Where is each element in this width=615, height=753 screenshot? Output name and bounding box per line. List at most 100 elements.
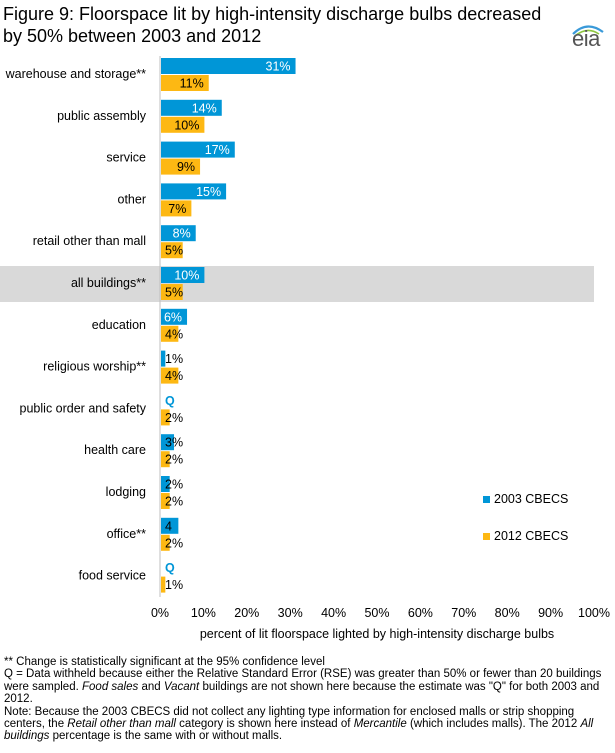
bar-2012 (161, 75, 209, 91)
value-label-2003: 6% (164, 310, 182, 324)
footnote-q-mid: and (141, 680, 161, 693)
legend: 2003 CBECS 2012 CBECS (483, 492, 568, 543)
bar-2003 (161, 350, 166, 367)
value-label-2012: 4% (165, 369, 183, 383)
value-label-2003: 4 (165, 519, 172, 533)
eia-logo: eia (572, 26, 600, 51)
value-label-2003: 8% (173, 227, 191, 241)
category-label: public order and safety (20, 401, 147, 415)
bar-2012 (161, 409, 170, 426)
footnote-note-end: percentage is the same with or without m… (52, 730, 283, 743)
x-tick-label: 100% (578, 606, 610, 620)
legend-label: 2012 CBECS (494, 529, 568, 543)
value-label-2003: 15% (196, 185, 221, 199)
category-label: public assembly (57, 109, 147, 123)
bar-2012 (161, 284, 183, 300)
value-label-2003: 3% (165, 436, 183, 450)
value-label-2003: Q (165, 561, 175, 575)
bar-2003 (161, 434, 175, 451)
value-label-2003: 31% (266, 60, 291, 74)
value-label-2003: 17% (205, 143, 230, 157)
bar-2012 (161, 158, 201, 175)
value-label-2012: 1% (165, 578, 183, 592)
bar-2012 (161, 451, 170, 468)
value-label-2012: 11% (180, 77, 204, 91)
category-label: all buildings** (71, 276, 146, 290)
x-tick-label: 60% (408, 606, 433, 620)
bar-2003 (161, 141, 235, 158)
footnote-note-mid2: (which includes malls). The 2012 (409, 718, 578, 731)
value-label-2012: 7% (168, 202, 186, 216)
bar-2003 (161, 183, 227, 200)
value-label-2012: 2% (165, 536, 183, 550)
bar-2003 (161, 99, 222, 116)
value-label-2012: 4% (165, 327, 183, 341)
category-label: service (106, 151, 146, 165)
bar-2003 (161, 267, 205, 283)
value-label-2012: 10% (174, 118, 199, 132)
footnote-note-italic-c: All buildings (4, 718, 594, 743)
value-label-2012: 2% (165, 411, 183, 425)
bar-2012 (161, 116, 205, 133)
bar-2012 (161, 493, 170, 509)
x-tick-labels-group: 0% 10% 20% 30% 40% 50% 60% 70% 80% 90% 100% (151, 606, 610, 620)
bar-2012 (161, 576, 166, 593)
footnote-note-start: Note: Because the 2003 CBECS did not col… (4, 705, 575, 731)
category-label: education (92, 318, 146, 332)
bar-2003 (161, 517, 179, 534)
footnote-note-italic-b: Mercantile (353, 718, 407, 731)
eia-logo-swoosh-icon (572, 25, 604, 37)
value-label-2012: 2% (165, 495, 183, 509)
value-label-2003: 10% (174, 269, 199, 283)
x-tick-label: 40% (321, 606, 346, 620)
category-label: other (118, 192, 147, 206)
x-tick-label: 30% (278, 606, 303, 620)
value-label-2012: 9% (177, 160, 195, 174)
footnote-q-end: buildings are not shown here because the… (4, 680, 600, 706)
value-label-2012: 5% (165, 286, 183, 300)
bar-2012 (161, 200, 192, 217)
footnote-q-italic-b: Vacant (163, 680, 200, 693)
x-tick-label: 80% (495, 606, 520, 620)
highlight-band (0, 266, 594, 302)
value-label-2003: 1% (165, 352, 183, 366)
legend-label: 2003 CBECS (494, 492, 568, 506)
category-label: food service (79, 569, 146, 583)
category-label: health care (84, 443, 146, 457)
legend-swatch (483, 533, 490, 540)
footnote-q: Q = Data withheld because either the Rel… (4, 668, 612, 705)
value-label-2003: 14% (192, 101, 217, 115)
bar-2012 (161, 534, 170, 551)
x-tick-label: 90% (538, 606, 563, 620)
category-label: office** (107, 527, 147, 541)
footnote-note-italic-a: Retail other than mall (67, 718, 176, 731)
x-tick-label: 10% (191, 606, 216, 620)
bar-2003 (161, 308, 188, 325)
value-label-2003: 2% (165, 478, 183, 492)
footnote-significance: ** Change is statistically significant a… (4, 656, 325, 668)
category-label: retail other than mall (33, 234, 146, 248)
category-label: religious worship** (43, 360, 146, 374)
x-tick-label: 70% (451, 606, 476, 620)
value-label-2003: Q (165, 394, 175, 408)
bars-group (161, 58, 296, 593)
footnotes: ** Change is statistically significant a… (4, 656, 612, 743)
value-label-2012: 5% (165, 244, 183, 258)
category-label: warehouse and storage** (5, 67, 147, 81)
x-tick-label: 50% (364, 606, 389, 620)
bar-chart: 31% 11% 14% 10% 17% 9%15% 7% 8% 5% 10% 5% 6% 4% 1% 4% Q… (0, 56, 610, 641)
bar-2003 (161, 476, 170, 492)
bar-2012 (161, 242, 183, 259)
chart-title: Figure 9: Floorspace lit by high-intensi… (3, 4, 542, 46)
footnote-note-mid: category is shown here instead of (179, 718, 351, 731)
footnote-q-italic-a: Food sales (82, 680, 139, 693)
value-label-2012: 2% (165, 453, 183, 467)
value-labels-group: 31% 11% 14% 10% 17% 9%15% 7% 8% 5% 10% 5% 6% 4% 1% 4% Q… (164, 60, 291, 593)
category-labels-group: warehouse and storage** public assembly se… (5, 67, 147, 583)
legend-swatch (483, 496, 490, 503)
bar-2003 (161, 58, 296, 74)
footnote-q-text: Q = Data withheld because either the Rel… (4, 668, 602, 693)
x-tick-label: 0% (151, 606, 169, 620)
bar-2012 (161, 367, 179, 384)
bar-2012 (161, 325, 179, 342)
